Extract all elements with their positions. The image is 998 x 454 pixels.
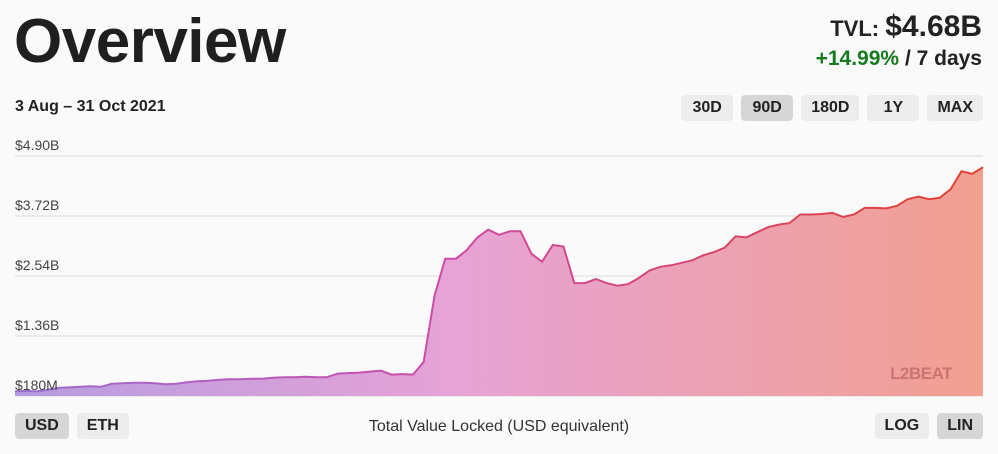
tvl-change-period: / 7 days — [904, 47, 982, 70]
l2beat-watermark: L2BEAT — [890, 364, 952, 383]
tvl-label: TVL: — [830, 16, 880, 41]
time-range-selector: 30D 90D 180D 1Y MAX — [681, 95, 983, 121]
tvl-line: TVL: $4.68B — [816, 12, 982, 44]
tvl-value: $4.68B — [885, 10, 982, 43]
y-tick-label: $4.90B — [15, 137, 60, 153]
scale-selector: LOG LIN — [874, 413, 983, 439]
tvl-chart: $4.90B $3.72B $2.54B $1.36B $180M — [0, 130, 998, 400]
tvl-change-percent: +14.99% — [815, 47, 900, 70]
tvl-summary: TVL: $4.68B +14.99% / 7 days — [816, 12, 982, 74]
scale-button-log[interactable]: LOG — [874, 413, 930, 439]
currency-button-eth[interactable]: ETH — [76, 413, 129, 439]
range-button-30d[interactable]: 30D — [681, 95, 734, 121]
tvl-line-series — [14, 166, 984, 393]
y-tick-label: $3.72B — [15, 197, 60, 213]
range-button-1y[interactable]: 1Y — [867, 95, 920, 121]
page-title: Overview — [14, 7, 286, 76]
tvl-chart-svg — [14, 155, 984, 397]
tvl-change: +14.99% / 7 days — [816, 44, 982, 74]
y-tick-label: $180M — [15, 377, 58, 393]
currency-selector: USD ETH — [15, 413, 129, 439]
y-tick-label: $1.36B — [15, 317, 60, 333]
date-range-label: 3 Aug – 31 Oct 2021 — [15, 98, 166, 115]
y-tick-label: $2.54B — [15, 257, 60, 273]
currency-button-usd[interactable]: USD — [15, 413, 69, 439]
range-button-90d[interactable]: 90D — [741, 95, 794, 121]
range-button-180d[interactable]: 180D — [801, 95, 860, 121]
range-button-max[interactable]: MAX — [927, 95, 983, 121]
chart-caption: Total Value Locked (USD equivalent) — [368, 418, 630, 435]
scale-button-lin[interactable]: LIN — [937, 413, 983, 439]
tvl-area — [15, 167, 983, 396]
